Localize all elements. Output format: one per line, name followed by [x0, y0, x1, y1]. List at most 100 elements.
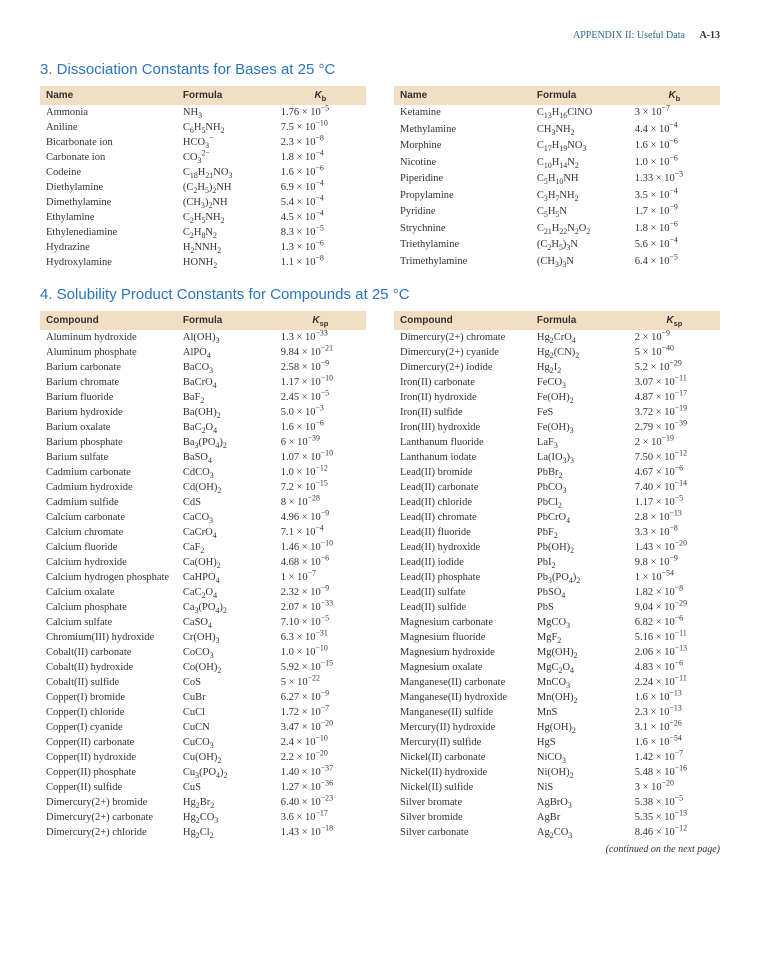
col-formula: Formula	[177, 86, 275, 105]
cell-name: Copper(I) bromide	[40, 690, 177, 705]
cell-name: Piperidine	[394, 171, 531, 188]
cell-formula: C13H16ClNO	[531, 105, 629, 122]
cell-formula: (C2H5)3N	[531, 237, 629, 254]
cell-formula: (CH3)3N	[531, 254, 629, 271]
table-row: Magnesium fluorideMgF25.16 × 10−11	[394, 630, 720, 645]
cell-formula: BaC2O4	[177, 420, 275, 435]
cell-name: Barium oxalate	[40, 420, 177, 435]
cell-formula: FeCO3	[531, 375, 629, 390]
cell-formula: PbBr2	[531, 465, 629, 480]
cell-formula: MgC2O4	[531, 660, 629, 675]
cell-name: Ketamine	[394, 105, 531, 122]
cell-name: Ammonia	[40, 105, 177, 120]
cell-k: 1.43 × 10−18	[275, 825, 366, 840]
table-row: Aluminum hydroxideAl(OH)31.3 × 10−33	[40, 330, 366, 345]
cell-name: Diethylamine	[40, 180, 177, 195]
cell-formula: C10H14N2	[531, 155, 629, 172]
cell-name: Calcium oxalate	[40, 585, 177, 600]
table-row: Silver bromideAgBr5.35 × 10−13	[394, 810, 720, 825]
table-row: Copper(I) chlorideCuCl1.72 × 10−7	[40, 705, 366, 720]
cell-formula: PbI2	[531, 555, 629, 570]
cell-name: Lead(II) hydroxide	[394, 540, 531, 555]
cell-formula: C2H8N2	[177, 225, 275, 240]
cell-formula: CuCN	[177, 720, 275, 735]
table-row: Lead(II) phosphatePb3(PO4)21 × 10−54	[394, 570, 720, 585]
cell-name: Calcium chromate	[40, 525, 177, 540]
cell-name: Mercury(II) sulfide	[394, 735, 531, 750]
cell-name: Strychnine	[394, 221, 531, 238]
table-row: Silver carbonateAg2CO38.46 × 10−12	[394, 825, 720, 840]
table-row: Calcium chromateCaCrO47.1 × 10−4	[40, 525, 366, 540]
cell-name: Morphine	[394, 138, 531, 155]
cell-name: Silver bromate	[394, 795, 531, 810]
table-row: HydroxylamineHONH21.1 × 10−8	[40, 255, 366, 270]
cell-formula: Fe(OH)2	[531, 390, 629, 405]
cell-name: Magnesium hydroxide	[394, 645, 531, 660]
cell-k: 8.46 × 10−12	[629, 825, 720, 840]
table-row: Lanthanum fluorideLaF32 × 10−19	[394, 435, 720, 450]
cell-name: Codeine	[40, 165, 177, 180]
bases-table-right: Name Formula Kb KetamineC13H16ClNO3 × 10…	[394, 86, 720, 270]
cell-name: Dimercury(2+) chromate	[394, 330, 531, 345]
cell-formula: Ca(OH)2	[177, 555, 275, 570]
cell-formula: Hg2Cl2	[177, 825, 275, 840]
cell-name: Iron(II) sulfide	[394, 405, 531, 420]
cell-name: Dimercury(2+) cyanide	[394, 345, 531, 360]
bases-right-body: KetamineC13H16ClNO3 × 10−7MethylamineCH3…	[394, 105, 720, 270]
table-row: Lead(II) carbonatePbCO37.40 × 10−14	[394, 480, 720, 495]
cell-name: Cobalt(II) hydroxide	[40, 660, 177, 675]
table-row: Magnesium hydroxideMg(OH)22.06 × 10−13	[394, 645, 720, 660]
cell-formula: Mg(OH)2	[531, 645, 629, 660]
cell-formula: BaSO4	[177, 450, 275, 465]
cell-name: Dimercury(2+) bromide	[40, 795, 177, 810]
cell-name: Silver bromide	[394, 810, 531, 825]
cell-name: Nickel(II) sulfide	[394, 780, 531, 795]
cell-formula: AlPO4	[177, 345, 275, 360]
table-row: Copper(II) sulfideCuS1.27 × 10−36	[40, 780, 366, 795]
cell-formula: C2H5NH2	[177, 210, 275, 225]
table-row: Lead(II) bromidePbBr24.67 × 10−6	[394, 465, 720, 480]
ksp-table-right: Compound Formula Ksp Dimercury(2+) chrom…	[394, 311, 720, 840]
cell-formula: AgBrO3	[531, 795, 629, 810]
cell-formula: Hg2Br2	[177, 795, 275, 810]
ksp-table-left: Compound Formula Ksp Aluminum hydroxideA…	[40, 311, 366, 840]
table-row: Cobalt(II) carbonateCoCO31.0 × 10−10	[40, 645, 366, 660]
table-row: Cadmium sulfideCdS8 × 10−28	[40, 495, 366, 510]
table-row: Nickel(II) sulfideNiS3 × 10−20	[394, 780, 720, 795]
cell-name: Nickel(II) carbonate	[394, 750, 531, 765]
cell-name: Hydrazine	[40, 240, 177, 255]
cell-formula: Ag2CO3	[531, 825, 629, 840]
cell-formula: FeS	[531, 405, 629, 420]
table-row: Trimethylamine(CH3)3N6.4 × 10−5	[394, 254, 720, 271]
cell-formula: Ca3(PO4)2	[177, 600, 275, 615]
cell-name: Copper(II) hydroxide	[40, 750, 177, 765]
cell-formula: C21H22N2O2	[531, 221, 629, 238]
cell-formula: PbSO4	[531, 585, 629, 600]
cell-k: 2.79 × 10−39	[629, 420, 720, 435]
cell-k: 2 × 10−9	[629, 330, 720, 345]
cell-name: Propylamine	[394, 188, 531, 205]
cell-formula: Pb3(PO4)2	[531, 570, 629, 585]
ksp-left-body: Aluminum hydroxideAl(OH)31.3 × 10−33Alum…	[40, 330, 366, 840]
col-formula: Formula	[531, 311, 629, 330]
cell-name: Lanthanum iodate	[394, 450, 531, 465]
cell-name: Dimercury(2+) carbonate	[40, 810, 177, 825]
cell-formula: C3H7NH2	[531, 188, 629, 205]
cell-formula: C5H10NH	[531, 171, 629, 188]
cell-formula: PbS	[531, 600, 629, 615]
cell-name: Calcium hydrogen phosphate	[40, 570, 177, 585]
cell-formula: Cu3(PO4)2	[177, 765, 275, 780]
cell-name: Cobalt(II) carbonate	[40, 645, 177, 660]
table-row: Iron(II) hydroxideFe(OH)24.87 × 10−17	[394, 390, 720, 405]
cell-formula: Pb(OH)2	[531, 540, 629, 555]
cell-formula: AgBr	[531, 810, 629, 825]
cell-name: Manganese(II) sulfide	[394, 705, 531, 720]
col-kb: Kb	[629, 86, 720, 105]
cell-formula: H2NNH2	[177, 240, 275, 255]
cell-formula: CuS	[177, 780, 275, 795]
cell-name: Lead(II) iodide	[394, 555, 531, 570]
cell-name: Mercury(II) hydroxide	[394, 720, 531, 735]
cell-formula: Co(OH)2	[177, 660, 275, 675]
cell-formula: BaCrO4	[177, 375, 275, 390]
cell-name: Bicarbonate ion	[40, 135, 177, 150]
